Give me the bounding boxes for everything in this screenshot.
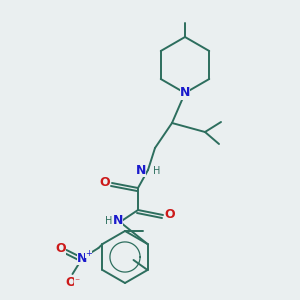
Text: +: + — [85, 248, 92, 257]
Text: O: O — [100, 176, 110, 190]
Text: O: O — [165, 208, 175, 221]
Text: O: O — [55, 242, 66, 254]
Text: ⁻: ⁻ — [74, 277, 79, 287]
Text: N: N — [112, 214, 123, 227]
Text: O: O — [65, 275, 76, 289]
Text: N: N — [77, 251, 88, 265]
Text: N: N — [136, 164, 146, 176]
Text: N: N — [180, 86, 190, 100]
Text: H: H — [105, 216, 112, 226]
Text: H: H — [153, 166, 160, 176]
